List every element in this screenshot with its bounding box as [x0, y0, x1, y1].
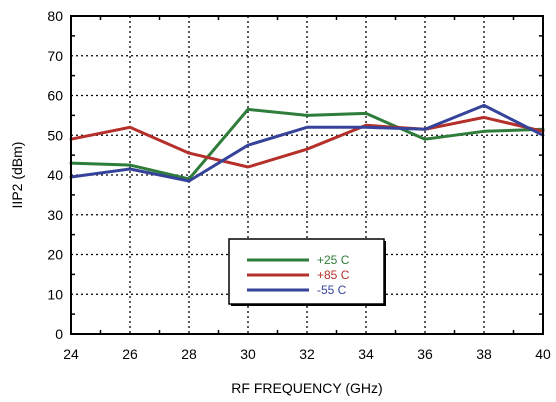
y-tick-label: 50 [47, 127, 63, 143]
plot-frame [70, 15, 544, 335]
legend-label: -55 C [317, 283, 347, 297]
x-tick-label: 36 [417, 346, 433, 362]
x-tick-label: 34 [358, 346, 374, 362]
y-tick-label: 10 [47, 286, 63, 302]
legend: +25 C+85 C-55 C [228, 238, 386, 306]
y-tick-label: 70 [47, 48, 63, 64]
y-tick-label: 80 [47, 8, 63, 24]
y-tick-label: 20 [47, 247, 63, 263]
x-tick-label: 30 [240, 346, 256, 362]
series-line-plus25Cc [69, 107, 545, 181]
legend-box [228, 238, 385, 305]
legend-label: +25 C [317, 253, 350, 267]
legend-label: +85 C [317, 268, 350, 282]
x-tick-label: 32 [299, 346, 315, 362]
series-line-minus55Cc [69, 103, 545, 183]
x-tick-label: 24 [63, 346, 79, 362]
x-tick-label: 38 [476, 346, 492, 362]
axis-ticks: 0 10 20 30 40 50 60 70 80 24 26 28 30 32 34 36 38 40 [47, 8, 551, 362]
y-tick-label: 40 [47, 167, 63, 183]
series-line-plus85Cc [69, 115, 545, 169]
series-lines [69, 103, 545, 183]
x-tick-label: 28 [181, 346, 197, 362]
x-axis-title: RF FREQUENCY (GHz) [231, 380, 382, 396]
y-axis-title: IIP2 (dBm) [9, 142, 25, 209]
y-tick-label: 0 [55, 326, 63, 342]
x-tick-label: 40 [535, 346, 551, 362]
x-tick-label: 26 [122, 346, 138, 362]
y-tick-label: 30 [47, 207, 63, 223]
y-tick-label: 60 [47, 88, 63, 104]
